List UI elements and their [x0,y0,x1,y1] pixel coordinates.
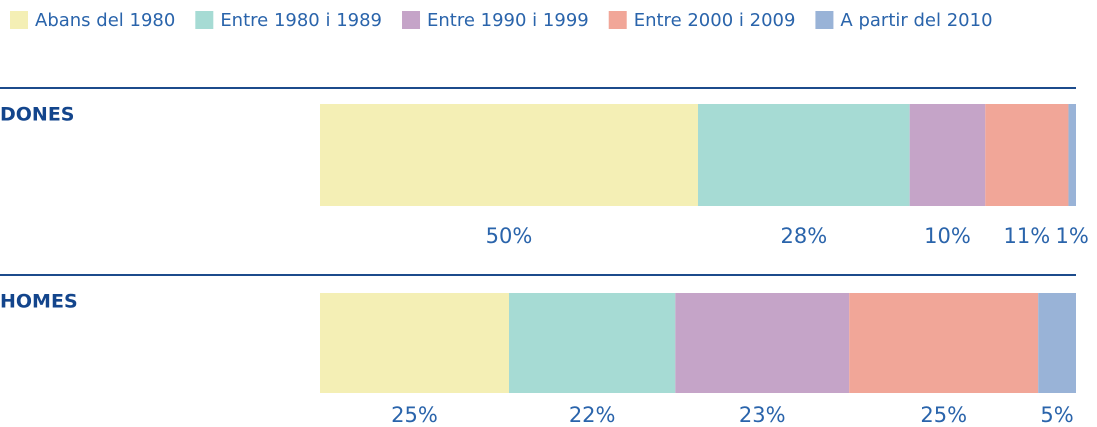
value-label: 1% [1056,224,1089,248]
legend-label: Entre 2000 i 2009 [634,10,796,31]
bar-segment [509,293,676,393]
bar-segment [698,104,910,206]
legend-swatch [402,11,421,29]
legend-label: Abans del 1980 [35,10,175,31]
bar-segment [1038,293,1076,393]
value-label: 25% [920,403,967,427]
value-label: 23% [739,403,786,427]
bar-segment [985,104,1069,206]
legend-label: Entre 1980 i 1989 [220,10,382,31]
bar-segment [1068,104,1076,206]
bar-segment [909,104,986,206]
value-label: 50% [486,224,533,248]
category-label: DONES [0,104,75,126]
legend-swatch [10,11,28,29]
legend-swatch [815,11,834,29]
bar-segment [675,293,850,393]
value-label: 11% [1004,224,1051,248]
value-label: 22% [569,403,616,427]
legend-label: Entre 1990 i 1999 [427,10,589,31]
legend-label: A partir del 2010 [840,10,992,31]
value-label: 28% [780,224,827,248]
bar-segment [320,104,698,206]
value-label: 10% [924,224,971,248]
category-label: HOMES [0,291,78,313]
bar-segment [320,293,509,393]
legend-swatch [195,11,214,29]
legend-swatch [608,11,627,29]
bar-segment [849,293,1039,393]
value-label: 25% [391,403,438,427]
value-label: 5% [1040,403,1073,427]
